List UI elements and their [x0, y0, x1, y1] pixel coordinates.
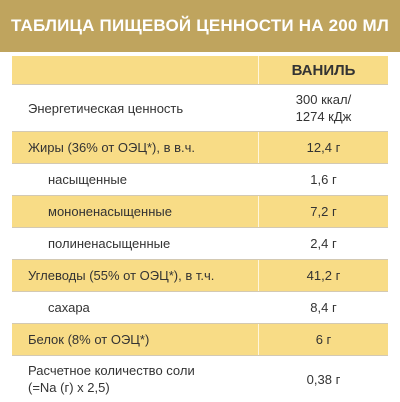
table-row-monounsaturated: мононенасыщенные 7,2 г	[12, 196, 388, 228]
row-value: 7,2 г	[258, 196, 388, 227]
row-value: 12,4 г	[258, 132, 388, 163]
table-row-fat: Жиры (36% от ОЭЦ*), в в.ч. 12,4 г	[12, 132, 388, 164]
table-header-row: ВАНИЛЬ	[12, 56, 388, 85]
nutrition-table: ВАНИЛЬ Энергетическая ценность 300 ккал/…	[12, 56, 388, 402]
row-label: Белок (8% от ОЭЦ*)	[28, 332, 150, 347]
row-label: Углеводы (55% от ОЭЦ*), в т.ч.	[28, 268, 215, 283]
table-row-carbohydrates: Углеводы (55% от ОЭЦ*), в т.ч. 41,2 г	[12, 260, 388, 292]
row-value: 41,2 г	[258, 260, 388, 291]
row-label: полиненасыщенные	[48, 236, 171, 251]
row-value: 0,38 г	[258, 356, 388, 402]
row-value: 2,4 г	[258, 228, 388, 259]
row-label: Жиры (36% от ОЭЦ*), в в.ч.	[28, 140, 196, 155]
row-label: сахара	[48, 300, 90, 315]
table-row-energy: Энергетическая ценность 300 ккал/ 1274 к…	[12, 85, 388, 132]
table-row-protein: Белок (8% от ОЭЦ*) 6 г	[12, 324, 388, 356]
row-label: Энергетическая ценность	[28, 100, 184, 116]
row-value: 6 г	[258, 324, 388, 355]
column-header-vanilla: ВАНИЛЬ	[258, 56, 388, 84]
table-row-saturated: насыщенные 1,6 г	[12, 164, 388, 196]
table-row-sugars: сахара 8,4 г	[12, 292, 388, 324]
row-label: мононенасыщенные	[48, 204, 172, 219]
row-label: Расчетное количество соли (=Na (г) x 2,5…	[28, 363, 195, 395]
row-label: насыщенные	[48, 172, 127, 187]
row-value: 300 ккал/ 1274 кДж	[258, 85, 388, 131]
row-value: 1,6 г	[258, 164, 388, 195]
table-row-polyunsaturated: полиненасыщенные 2,4 г	[12, 228, 388, 260]
row-value: 8,4 г	[258, 292, 388, 323]
table-row-salt: Расчетное количество соли (=Na (г) x 2,5…	[12, 356, 388, 402]
table-title: ТАБЛИЦА ПИЩЕВОЙ ЦЕННОСТИ НА 200 МЛ	[0, 0, 400, 52]
